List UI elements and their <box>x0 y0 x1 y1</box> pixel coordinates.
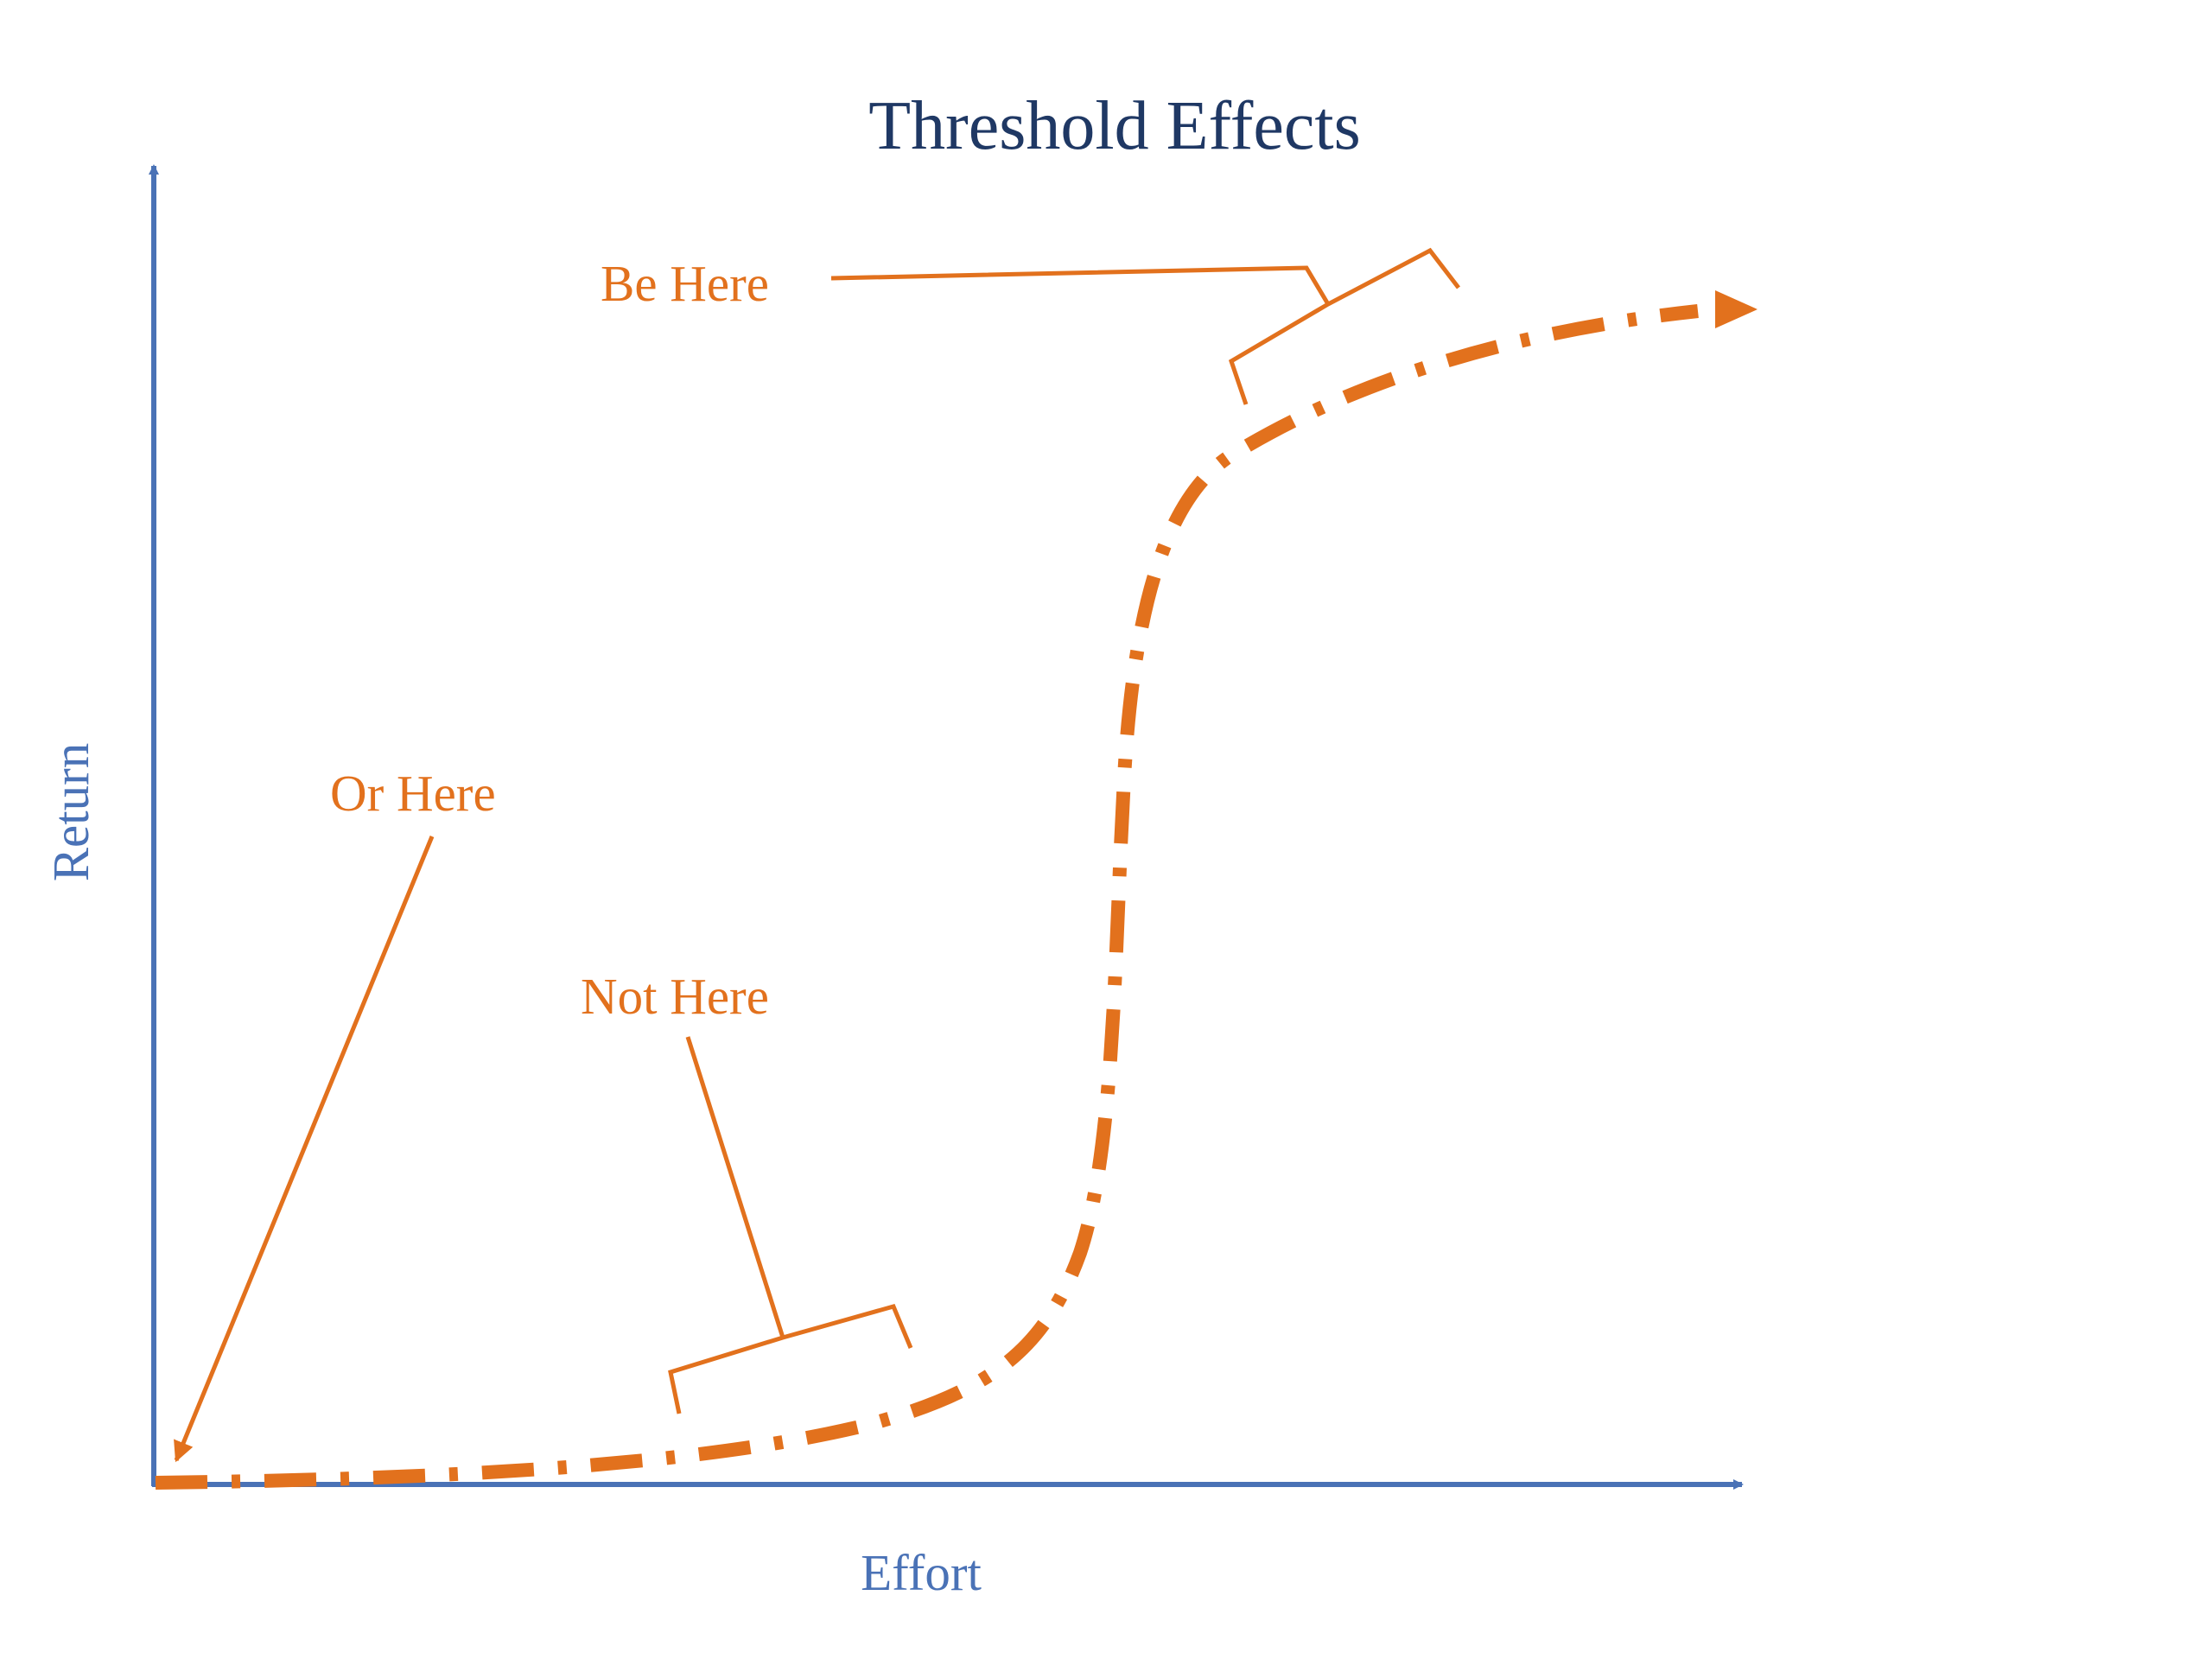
not-here-bracket <box>668 1303 913 1414</box>
or-here-pointer-arrow <box>174 836 435 1463</box>
be-here-leader-line <box>830 265 1331 306</box>
curve-arrowhead <box>1715 290 1758 328</box>
not-here-leader-line <box>685 1036 785 1338</box>
be-here-label: Be Here <box>601 255 769 312</box>
or-here-label: Or Here <box>330 765 496 822</box>
s-curve <box>155 304 1699 1490</box>
be-here-bracket <box>1228 247 1460 405</box>
not-here-label: Not Here <box>581 968 769 1025</box>
x-axis-label: Effort <box>861 1544 982 1601</box>
y-axis-label: Return <box>42 743 99 882</box>
chart-title: Threshold Effects <box>868 88 1360 164</box>
